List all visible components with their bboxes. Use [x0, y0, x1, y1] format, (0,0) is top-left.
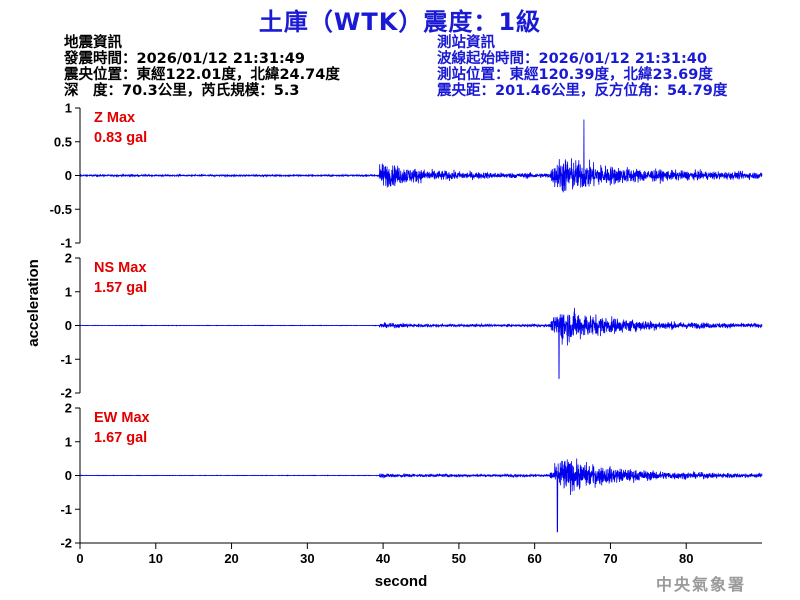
x-tick-label: 30 — [300, 551, 314, 566]
x-tick-label: 10 — [149, 551, 163, 566]
y-tick-label-z: 0.5 — [54, 134, 72, 149]
x-tick-label: 60 — [527, 551, 541, 566]
y-tick-label-z: 1 — [65, 101, 72, 116]
origin-time: 發震時間：2026/01/12 21:31:49 — [64, 51, 305, 67]
max-label-ew: EW Max — [94, 410, 150, 426]
x-tick-label: 50 — [452, 551, 466, 566]
wave-start-time: 波線起始時間：2026/01/12 21:31:40 — [437, 51, 707, 67]
x-tick-label: 20 — [224, 551, 238, 566]
distance-azimuth: 震央距：201.46公里，反方位角：54.79度 — [437, 83, 728, 99]
y-axis-title: acceleration — [25, 259, 42, 347]
max-label-ns: NS Max — [94, 260, 146, 276]
y-tick-label-ew: 1 — [65, 434, 72, 449]
y-tick-label-z: -0.5 — [50, 202, 72, 217]
y-tick-label-ns: 2 — [65, 251, 72, 266]
waveform-z — [79, 119, 763, 193]
max-value-ns: 1.57 gal — [94, 280, 147, 296]
epicenter-location: 震央位置：東經122.01度，北緯24.74度 — [64, 67, 340, 83]
y-tick-label-ew: 2 — [65, 401, 72, 416]
x-tick-label: 70 — [603, 551, 617, 566]
x-axis-title: second — [375, 573, 428, 590]
y-tick-label-z: 0 — [65, 168, 72, 183]
max-value-ew: 1.67 gal — [94, 430, 147, 446]
station-location: 測站位置：東經120.39度，北緯23.69度 — [437, 67, 713, 83]
max-label-z: Z Max — [94, 110, 135, 126]
station-info: 測站資訊 波線起始時間：2026/01/12 21:31:40 測站位置：東經1… — [437, 35, 727, 99]
station-info-heading: 測站資訊 — [437, 35, 495, 51]
y-tick-label-ew: -1 — [60, 502, 72, 517]
max-value-z: 0.83 gal — [94, 130, 147, 146]
waveform-ns — [79, 307, 763, 379]
earthquake-info-heading: 地震資訊 — [64, 35, 122, 51]
y-tick-label-ns: 0 — [65, 318, 72, 333]
y-tick-label-ns: -2 — [60, 386, 72, 401]
x-tick-label: 40 — [376, 551, 390, 566]
earthquake-info: 地震資訊 發震時間：2026/01/12 21:31:49 震央位置：東經122… — [64, 35, 340, 99]
waveform-ew — [79, 458, 763, 533]
agency-name: 中央氣象署 — [656, 575, 747, 594]
page-title: 土庫（WTK）震度：1級 — [258, 8, 542, 36]
x-tick-label: 80 — [679, 551, 693, 566]
x-tick-label: 0 — [76, 551, 83, 566]
y-tick-label-ew: -2 — [60, 536, 72, 551]
y-tick-label-ew: 0 — [65, 468, 72, 483]
y-tick-label-ns: -1 — [60, 352, 72, 367]
depth-magnitude: 深 度：70.3公里，芮氏規模：5.3 — [64, 83, 300, 99]
y-tick-label-z: -1 — [60, 236, 72, 251]
y-tick-label-ns: 1 — [65, 284, 72, 299]
